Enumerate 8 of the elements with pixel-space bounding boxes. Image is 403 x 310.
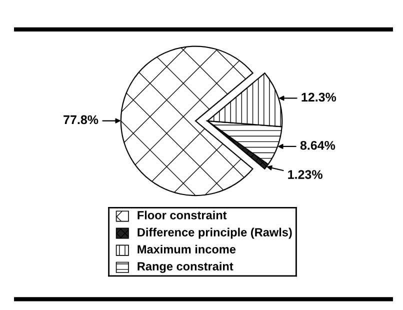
data-label: 8.64% <box>300 140 336 150</box>
data-label: 77.8% <box>64 115 98 124</box>
legend-label: Maximum income <box>138 244 236 254</box>
legend-label: Range constraint <box>138 262 234 273</box>
data-label: 1.23% <box>288 170 322 179</box>
legend-label: Difference principle (Rawls) <box>138 228 292 239</box>
data-label: 12.3% <box>302 92 336 102</box>
legend-label: Floor constraint <box>138 210 227 220</box>
